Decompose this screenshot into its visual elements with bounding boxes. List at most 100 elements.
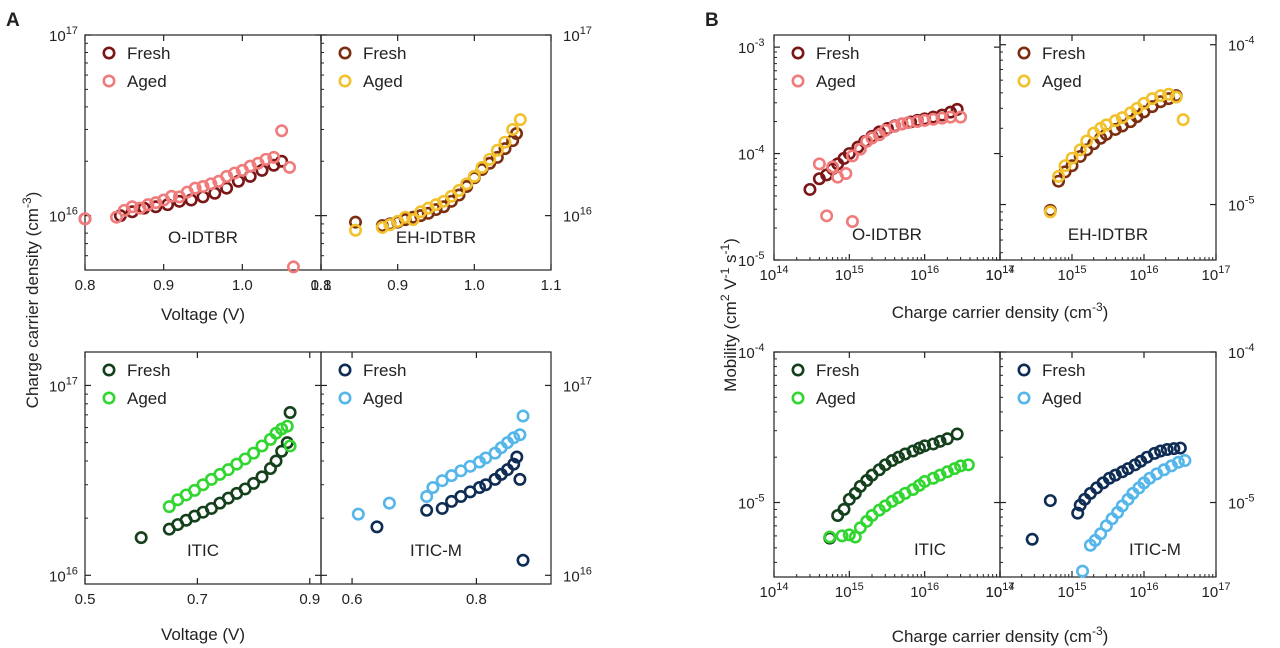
series-aged — [162, 419, 297, 514]
data-point — [1065, 151, 1079, 165]
data-point — [1154, 89, 1168, 103]
x-tick-exp: 16 — [927, 581, 939, 593]
y-tick-base: 10 — [49, 28, 66, 45]
y-tick-base: 10 — [49, 378, 66, 395]
b-ylabel-p3: -1 — [718, 267, 732, 278]
data-point — [820, 209, 834, 223]
data-point — [918, 113, 932, 127]
x-tick-base: 10 — [1058, 267, 1075, 284]
y-tick-label: 1016 — [49, 565, 78, 585]
data-point — [918, 439, 932, 453]
data-point — [259, 152, 273, 166]
material-label: O-IDTBR — [852, 225, 922, 244]
data-point — [831, 508, 845, 522]
data-point — [1154, 444, 1168, 458]
legend-label: Fresh — [1042, 361, 1085, 380]
x-tick-exp: 16 — [1146, 581, 1158, 593]
y-tick-label: 1017 — [563, 375, 592, 395]
data-point — [188, 483, 202, 497]
data-point — [1080, 134, 1094, 148]
legend-marker — [1017, 363, 1031, 377]
y-tick-exp: -3 — [755, 37, 765, 49]
series-aged — [348, 113, 527, 237]
material-label: ITIC — [187, 541, 219, 560]
y-tick-exp: 16 — [580, 565, 592, 577]
a-ylabel-exp: -3 — [20, 197, 34, 208]
legend-label: Aged — [1042, 72, 1082, 91]
legend-label: Fresh — [816, 361, 859, 380]
data-point — [1176, 113, 1190, 127]
y-tick-base: 10 — [738, 40, 755, 57]
material-label: ITIC — [914, 540, 946, 559]
b-top-xlabel-exp: -3 — [1092, 300, 1103, 314]
data-point — [429, 203, 443, 217]
x-tick-label: 1017 — [986, 264, 1015, 284]
material-label: O-IDTBR — [168, 228, 238, 247]
data-point — [1073, 143, 1087, 157]
x-tick-label: 1016 — [910, 581, 939, 601]
material-label: EH-IDTBR — [1068, 225, 1148, 244]
data-point — [398, 210, 412, 224]
data-point — [506, 122, 520, 136]
legend-marker — [791, 391, 805, 405]
x-tick-label: 0.8 — [75, 277, 96, 294]
data-point — [1025, 532, 1039, 546]
data-point — [134, 531, 148, 545]
legend-label: Fresh — [127, 361, 170, 380]
y-tick-label: 10-4 — [738, 342, 764, 362]
x-tick-exp: 14 — [776, 581, 788, 593]
x-tick-label: 0.5 — [75, 591, 96, 608]
x-tick-label: 1017 — [1202, 581, 1231, 601]
data-point — [516, 553, 530, 567]
data-point — [885, 494, 899, 508]
data-point — [933, 468, 947, 482]
data-point — [823, 530, 837, 544]
b-ylabel-p5: -1 — [718, 244, 732, 255]
data-point — [473, 481, 487, 495]
legend-marker — [338, 74, 352, 88]
legend-marker — [1017, 391, 1031, 405]
data-point — [513, 428, 527, 442]
y-tick-base: 10 — [738, 253, 755, 270]
data-point — [926, 471, 940, 485]
data-point — [507, 457, 521, 471]
data-point — [498, 142, 512, 156]
y-tick-label: 10-5 — [738, 493, 764, 513]
x-tick-label: 1015 — [1058, 264, 1087, 284]
y-tick-label: 10-3 — [738, 37, 764, 57]
data-point — [954, 110, 968, 124]
y-tick-base: 10 — [563, 28, 580, 45]
y-tick-base: 10 — [563, 209, 580, 226]
data-point — [803, 182, 817, 196]
data-point — [204, 177, 218, 191]
x-tick-exp: 15 — [852, 581, 864, 593]
x-tick-base: 10 — [760, 267, 777, 284]
data-point — [426, 481, 440, 495]
data-point — [125, 200, 139, 214]
data-point — [845, 214, 859, 228]
data-point — [839, 166, 853, 180]
plot-frame — [999, 351, 1217, 578]
data-point — [892, 450, 906, 464]
data-point — [1073, 149, 1087, 163]
x-tick-exp: 17 — [1218, 264, 1230, 276]
data-point — [954, 459, 968, 473]
data-point — [196, 179, 210, 193]
legend-label: Fresh — [363, 44, 406, 63]
x-tick-base: 10 — [835, 584, 852, 601]
material-label: ITIC-M — [410, 541, 462, 560]
series-fresh — [348, 126, 523, 233]
x-axis-label: Voltage (V) — [161, 625, 245, 644]
data-point — [926, 437, 940, 451]
b-bottom-xlabel-text: Charge carrier density (cm — [892, 627, 1092, 646]
x-tick-label: 0.8 — [466, 591, 487, 608]
data-point — [435, 474, 449, 488]
legend-label: Aged — [127, 72, 167, 91]
data-point — [1169, 90, 1183, 104]
svg-text:Charge carrier density (cm-3): Charge carrier density (cm-3) — [20, 192, 42, 409]
legend-label: Aged — [127, 389, 167, 408]
legend-marker — [791, 363, 805, 377]
